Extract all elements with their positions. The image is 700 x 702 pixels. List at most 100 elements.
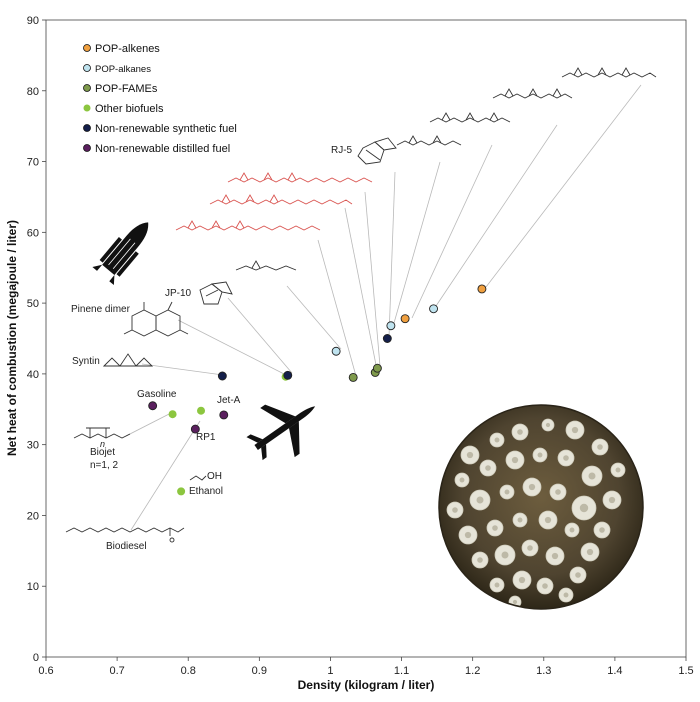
x-tick-label: 1.3 [536,665,551,677]
data-point-non-renewable-distilled-fuel [148,401,158,411]
pop-fame-molecule-2 [209,194,353,205]
pop-alkene-molecule-2 [492,88,573,99]
pop-alkene-molecule-3 [429,112,511,123]
biodiesel-molecule [65,527,185,543]
legend-item-non-renewable-synthetic: Non-renewable synthetic fuel [83,123,237,135]
legend-label-pop-alkanes: POP-alkanes [95,64,151,75]
colony-center-shape [551,552,559,560]
colony-center-shape [555,489,561,495]
legend-label-pop-fames: POP-FAMEs [95,83,158,95]
legend-item-pop-alkenes: POP-alkenes [83,43,160,55]
label-biojet-n-sub: n [100,439,105,449]
label-oh: OH [207,471,222,482]
colony-center-shape [597,444,603,450]
x-tick-label: 1 [327,665,333,677]
pinene-dimer-molecule [123,301,189,337]
data-point-pop-alkenes [400,314,410,324]
annotation-labels: RJ-5 JP-10 Pinene dimer Syntin Gasoline … [71,145,353,552]
data-point-non-renewable-distilled-fuel [219,410,229,420]
colony-center-shape [544,516,552,524]
x-tick-label: 1.5 [678,665,693,677]
y-tick-label: 40 [27,369,39,381]
data-point-other-biofuels [197,406,206,415]
pop-alkene-molecule-1 [561,67,657,78]
syntin-molecule [102,353,154,367]
x-tick-label: 1.1 [394,665,409,677]
data-point-non-renewable-distilled-fuel [190,424,200,434]
colony-center-shape [476,496,484,504]
molecule-drawings [65,67,657,543]
colony-center-shape [608,496,616,504]
colony-center-shape [571,426,579,434]
legend-marker-non-renewable-distilled [83,144,91,152]
colony-center-shape [586,548,594,556]
x-tick-label: 0.8 [181,665,196,677]
y-tick-label: 30 [27,440,39,452]
legend-item-non-renewable-distilled: Non-renewable distilled fuel [83,143,230,155]
colony-center-shape [563,592,569,598]
colony-center-shape [542,583,548,589]
data-point-pop-fames [348,372,358,382]
legend-label-non-renewable-distilled: Non-renewable distilled fuel [95,143,230,155]
data-point-pop-alkanes [331,346,341,356]
colony-center-shape [579,503,589,513]
y-tick-label: 70 [27,157,39,169]
x-tick-label: 1.4 [607,665,622,677]
x-axis-title: Density (kilogram / liter) [298,678,435,692]
petri-dish-image [438,404,644,610]
y-tick-label: 10 [27,581,39,593]
colony-center-shape [511,456,519,464]
colony-center-shape [501,551,509,559]
legend-item-pop-fames: POP-FAMEs [83,83,158,95]
y-tick-label: 80 [27,86,39,98]
jp10-molecule [199,281,233,305]
label-rp1: RP1 [196,432,216,443]
data-point-non-renewable-synthetic-fuel [283,370,293,380]
axes [45,19,687,658]
legend: POP-alkenes POP-alkanes POP-FAMEs Other … [83,43,237,155]
label-biodiesel: Biodiesel [106,541,147,552]
x-axis-ticks: 0.6 0.7 0.8 0.9 1 1.1 1.2 1.3 1.4 1.5 [38,657,694,677]
colony-center-shape [563,455,569,461]
colony-center-shape [528,483,536,491]
data-point-non-renewable-synthetic-fuel [382,334,392,343]
colony-center-shape [575,572,581,578]
colony-center-shape [466,451,474,459]
legend-marker-pop-alkanes [83,64,91,72]
rj5-molecule [357,137,397,165]
colony-center-shape [588,472,596,480]
colony-center-shape [512,599,518,605]
x-tick-label: 0.7 [109,665,124,677]
colony-center-shape [494,437,500,443]
legend-label-pop-alkenes: POP-alkenes [95,43,160,55]
colony-center-shape [485,465,491,471]
colony-center-shape [452,507,458,513]
colony-center-shape [518,576,526,584]
colony-center-shape [494,582,500,588]
legend-marker-other-biofuels [83,104,91,112]
legend-marker-pop-fames [83,84,91,92]
y-tick-label: 50 [27,298,39,310]
x-tick-label: 1.2 [465,665,480,677]
legend-item-pop-alkanes: POP-alkanes [83,64,151,75]
label-syntin: Syntin [72,356,100,367]
colony-center-shape [517,517,523,523]
colony-center-shape [599,527,605,533]
data-point-pop-alkenes [477,284,487,294]
colony-center-shape [517,429,523,435]
label-gasoline: Gasoline [137,389,177,400]
y-axis-title: Net heat of combustion (megajoule / lite… [5,220,19,456]
y-tick-label: 0 [33,652,39,664]
legend-marker-non-renewable-synthetic [83,124,91,132]
legend-label-non-renewable-synthetic: Non-renewable synthetic fuel [95,123,237,135]
data-point-pop-alkanes [429,304,439,314]
airplane-icon [246,404,316,461]
pop-alkane-molecule-1 [396,135,462,146]
colony-center-shape [477,557,483,563]
colony-center-shape [504,489,510,495]
data-point-non-renewable-synthetic-fuel [217,371,227,381]
colony-center-shape [492,525,498,531]
label-pinene-dimer: Pinene dimer [71,304,131,315]
ethanol-molecule [189,475,207,481]
